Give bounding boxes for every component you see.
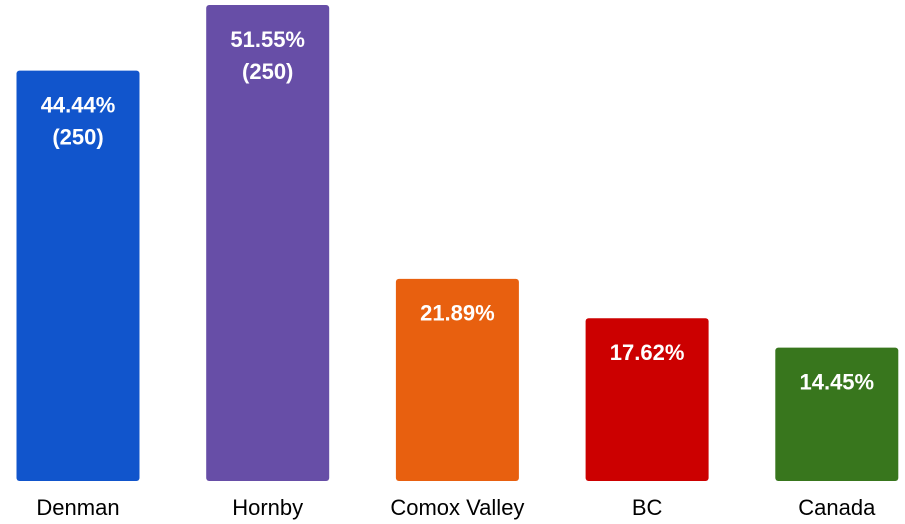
bar xyxy=(206,5,330,481)
bar xyxy=(775,347,899,481)
x-tick-label: Comox Valley xyxy=(390,495,524,520)
x-tick-label: Denman xyxy=(36,495,119,520)
count-label: (250) xyxy=(52,124,103,149)
x-tick-label: Canada xyxy=(798,495,876,520)
value-label: 51.55% xyxy=(230,27,305,52)
value-label: 17.62% xyxy=(610,340,685,365)
count-label: (250) xyxy=(242,59,293,84)
x-tick-label: Hornby xyxy=(232,495,303,520)
value-label: 21.89% xyxy=(420,301,495,326)
bar xyxy=(585,318,709,481)
bar xyxy=(395,278,519,481)
x-tick-label: BC xyxy=(632,495,663,520)
bar xyxy=(16,70,140,482)
value-label: 44.44% xyxy=(41,92,116,117)
value-label: 14.45% xyxy=(799,369,874,394)
